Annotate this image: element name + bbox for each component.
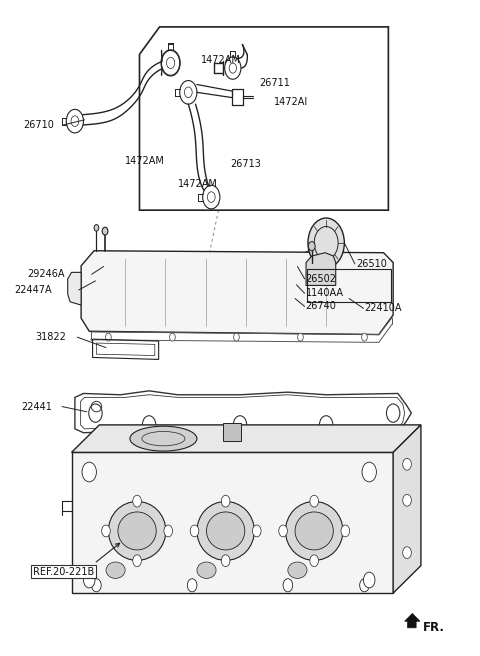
Text: 1472AM: 1472AM [201, 54, 240, 64]
Circle shape [403, 459, 411, 470]
Circle shape [360, 579, 369, 592]
Circle shape [133, 495, 142, 507]
Circle shape [310, 495, 319, 507]
Circle shape [106, 333, 111, 341]
Text: 22441: 22441 [21, 401, 52, 411]
Text: 22410A: 22410A [364, 303, 402, 314]
Circle shape [92, 579, 101, 592]
Circle shape [225, 57, 241, 79]
Ellipse shape [197, 501, 254, 560]
Text: 1472AI: 1472AI [274, 97, 308, 107]
Circle shape [161, 50, 180, 76]
Circle shape [403, 546, 411, 558]
Circle shape [84, 572, 95, 588]
Text: 26710: 26710 [24, 120, 55, 130]
Circle shape [102, 525, 110, 537]
Ellipse shape [307, 253, 326, 265]
Circle shape [341, 525, 349, 537]
Circle shape [310, 555, 319, 567]
Ellipse shape [301, 249, 332, 269]
Text: FR.: FR. [423, 621, 445, 634]
Polygon shape [306, 253, 336, 285]
Circle shape [233, 416, 247, 434]
Circle shape [102, 227, 108, 235]
Circle shape [187, 579, 197, 592]
Circle shape [169, 333, 175, 341]
Circle shape [164, 525, 172, 537]
Circle shape [234, 333, 240, 341]
Ellipse shape [295, 512, 333, 550]
Text: 29246A: 29246A [27, 270, 64, 279]
Circle shape [279, 525, 288, 537]
Ellipse shape [286, 501, 343, 560]
Circle shape [320, 416, 333, 434]
Polygon shape [81, 251, 393, 335]
Polygon shape [68, 272, 81, 305]
Circle shape [82, 462, 96, 482]
Circle shape [133, 555, 142, 567]
Ellipse shape [108, 501, 166, 560]
Ellipse shape [106, 562, 125, 579]
FancyBboxPatch shape [223, 423, 241, 441]
Circle shape [309, 241, 315, 251]
Ellipse shape [95, 281, 123, 306]
Polygon shape [72, 453, 393, 593]
Text: 26713: 26713 [230, 159, 261, 169]
Circle shape [283, 579, 293, 592]
Ellipse shape [206, 512, 245, 550]
Circle shape [190, 525, 199, 537]
Polygon shape [405, 613, 420, 628]
Ellipse shape [197, 562, 216, 579]
Circle shape [180, 81, 197, 104]
Text: 1472AM: 1472AM [178, 179, 217, 189]
Circle shape [221, 495, 230, 507]
Text: 1140AA: 1140AA [306, 288, 344, 298]
Circle shape [298, 333, 303, 341]
Text: 31822: 31822 [35, 332, 66, 342]
Circle shape [252, 525, 261, 537]
Circle shape [386, 404, 400, 422]
Circle shape [89, 404, 102, 422]
Circle shape [363, 572, 375, 588]
Ellipse shape [288, 562, 307, 579]
Text: 26510: 26510 [356, 259, 387, 269]
Circle shape [66, 110, 84, 133]
Circle shape [403, 495, 411, 506]
Circle shape [362, 462, 376, 482]
Ellipse shape [118, 512, 156, 550]
Circle shape [143, 416, 156, 434]
Text: 22447A: 22447A [14, 285, 52, 295]
Circle shape [161, 51, 180, 75]
Circle shape [203, 185, 220, 209]
Text: 26740: 26740 [306, 301, 336, 312]
Polygon shape [72, 425, 421, 453]
Ellipse shape [130, 426, 197, 451]
Circle shape [361, 333, 367, 341]
Text: 26502: 26502 [306, 274, 336, 284]
Polygon shape [393, 425, 421, 593]
Circle shape [308, 218, 344, 268]
Circle shape [221, 555, 230, 567]
Text: 26711: 26711 [259, 77, 290, 87]
Circle shape [94, 224, 99, 231]
Text: REF.20-221B: REF.20-221B [33, 567, 95, 577]
Text: 1472AM: 1472AM [125, 156, 165, 166]
